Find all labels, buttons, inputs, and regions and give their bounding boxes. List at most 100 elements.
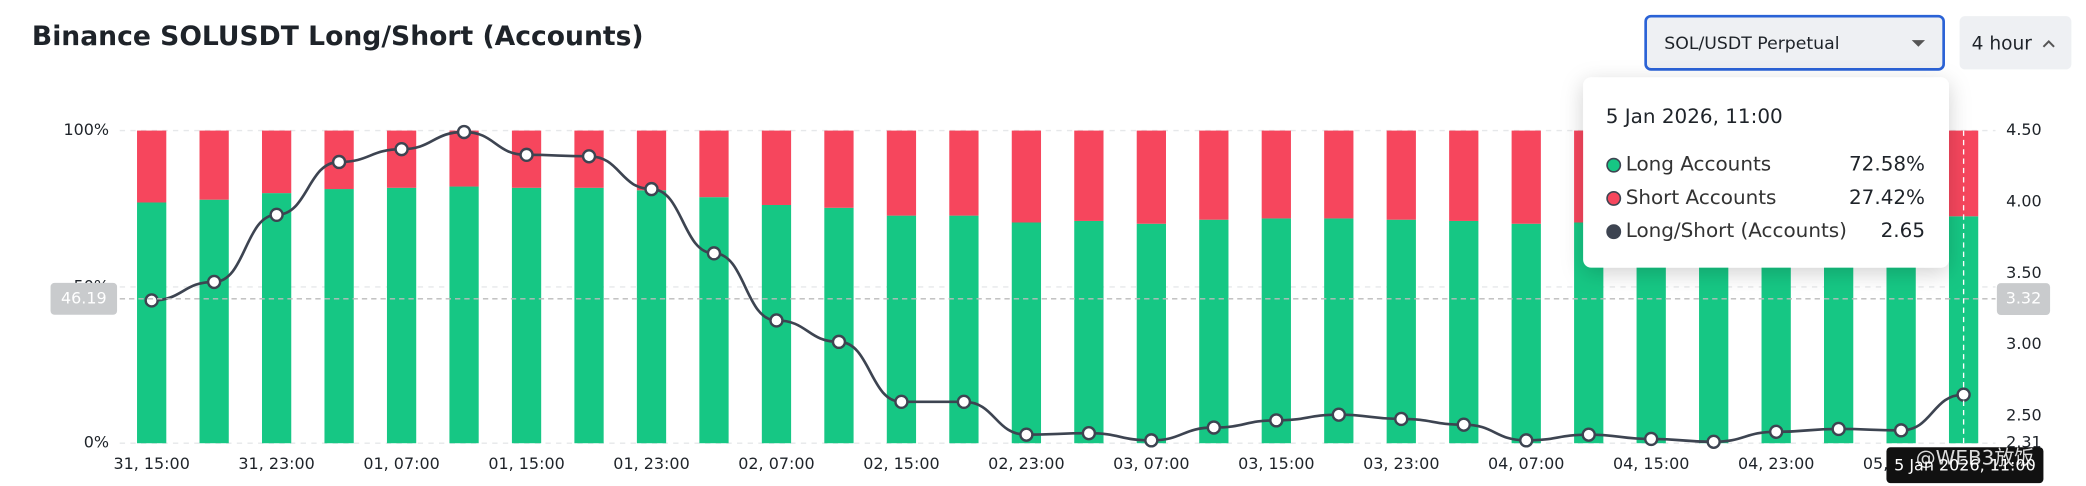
- tooltip-value: 72.58%: [1849, 152, 1925, 176]
- crosshair-x-label: 5 Jan 2026, 11:00: [1894, 455, 2036, 474]
- ratio-point: [1893, 423, 1909, 438]
- crosshair-y-label-bg: [50, 282, 118, 315]
- long-bar: [824, 207, 854, 444]
- ratio-point: [269, 207, 284, 222]
- tooltip-swatch: [1606, 190, 1622, 206]
- long-bar: [386, 187, 417, 444]
- ratio-point: [331, 154, 347, 170]
- tooltip-name: Short Accounts: [1626, 185, 1777, 209]
- ratio-point: [206, 274, 222, 290]
- ratio-point: [1331, 407, 1346, 422]
- page-title: Binance SOLUSDT Long/Short (Accounts): [32, 21, 644, 52]
- ratio-point: [1019, 427, 1034, 442]
- crosshair-y2-label-bg: [1996, 283, 2051, 316]
- ratio-point: [956, 394, 972, 410]
- ratio-point: [1206, 420, 1222, 435]
- symbol-dropdown-text[interactable]: SOL/USDT Perpetual: [1664, 34, 1839, 54]
- x-tick-label: 03, 15:00: [1238, 454, 1314, 473]
- watermark: @WEB3放饭: [1916, 446, 2035, 470]
- short-bar: [949, 130, 979, 216]
- ratio-point: [1831, 421, 1846, 437]
- y2-tick-label: 4.50: [2006, 120, 2042, 139]
- ratio-point: [394, 141, 409, 157]
- x-tick-label: 02, 07:00: [738, 454, 814, 473]
- tooltip-name: Long Accounts: [1626, 152, 1771, 176]
- short-bar: [1136, 130, 1166, 224]
- x-tick-label: 04, 23:00: [1738, 454, 1814, 473]
- long-bar: [449, 186, 479, 444]
- ratio-point: [831, 334, 847, 350]
- ratio-point: [144, 293, 159, 308]
- short-bar: [636, 130, 667, 191]
- ratio-point: [1706, 434, 1721, 449]
- x-tick-label: 02, 23:00: [988, 454, 1064, 473]
- x-tick-label: 03, 23:00: [1363, 454, 1439, 473]
- short-bar: [1511, 130, 1541, 224]
- long-bar: [1386, 219, 1416, 444]
- short-bar: [1449, 130, 1479, 221]
- long-bar: [886, 215, 917, 444]
- ratio-point: [1644, 431, 1659, 447]
- tooltip-title: 5 Jan 2026, 11:00: [1606, 104, 1783, 128]
- y-tick-label: 100%: [63, 120, 109, 139]
- x-tick-label: 01, 23:00: [613, 454, 689, 473]
- tooltip-value: 2.65: [1881, 218, 1925, 242]
- ratio-point: [519, 147, 534, 163]
- long-bar: [1261, 218, 1291, 444]
- x-tick-label: 04, 07:00: [1488, 454, 1564, 473]
- interval-dropdown[interactable]: [1959, 16, 2072, 70]
- short-bar: [886, 130, 917, 216]
- ratio-point: [706, 246, 722, 261]
- short-bar: [1261, 130, 1291, 219]
- long-bar: [1511, 223, 1541, 444]
- long-bar: [511, 187, 542, 444]
- long-bar: [137, 202, 167, 444]
- dropdown-caret: [1911, 40, 1926, 47]
- ratio-point: [1394, 411, 1409, 427]
- long-bar: [1074, 220, 1104, 444]
- short-bar: [1074, 130, 1104, 221]
- long-bar: [699, 197, 729, 444]
- interval-dropdown-text[interactable]: 4 hour: [1972, 34, 2033, 55]
- y2-tick-label: 3.00: [2006, 334, 2042, 353]
- short-bar: [261, 130, 292, 194]
- short-bar: [824, 130, 854, 208]
- ratio-point: [1144, 433, 1159, 448]
- y2-tick-label: 2.31: [2006, 433, 2042, 452]
- y2-tick-label: 2.50: [2006, 406, 2042, 425]
- long-bar: [1011, 222, 1042, 444]
- short-bar: [1199, 130, 1229, 220]
- ratio-point: [456, 124, 472, 140]
- short-bar: [449, 130, 479, 187]
- long-bar: [199, 199, 229, 444]
- long-bar: [324, 189, 354, 444]
- x-tick-label: 01, 07:00: [363, 454, 439, 473]
- x-tick-label: 04, 15:00: [1613, 454, 1689, 473]
- short-bar: [1011, 130, 1042, 223]
- long-bar: [574, 187, 604, 444]
- short-bar: [1324, 130, 1354, 219]
- ratio-point: [1581, 427, 1596, 442]
- x-tick-label: 02, 15:00: [863, 454, 939, 473]
- x-tick-label: 03, 07:00: [1113, 454, 1189, 473]
- tooltip-value: 27.42%: [1849, 185, 1925, 209]
- tooltip-name: Long/Short (Accounts): [1626, 218, 1847, 242]
- ratio-point: [1269, 413, 1284, 428]
- short-bar: [137, 130, 167, 203]
- long-bar: [949, 215, 979, 444]
- crosshair-x-label-bg: [1886, 447, 2044, 484]
- y2-tick-label: 3.50: [2006, 263, 2042, 282]
- short-bar: [386, 130, 417, 188]
- short-bar: [761, 130, 792, 205]
- crosshair-y-label: 46.19: [61, 288, 107, 307]
- ratio-point: [1081, 426, 1097, 441]
- long-bar: [1199, 219, 1229, 444]
- symbol-dropdown[interactable]: [1644, 14, 1945, 71]
- short-bar: [699, 130, 729, 198]
- y2-tick-label: 4.00: [2006, 191, 2042, 210]
- ratio-point: [581, 149, 597, 164]
- long-bar: [1136, 223, 1166, 444]
- tooltip-box: [1583, 77, 1949, 268]
